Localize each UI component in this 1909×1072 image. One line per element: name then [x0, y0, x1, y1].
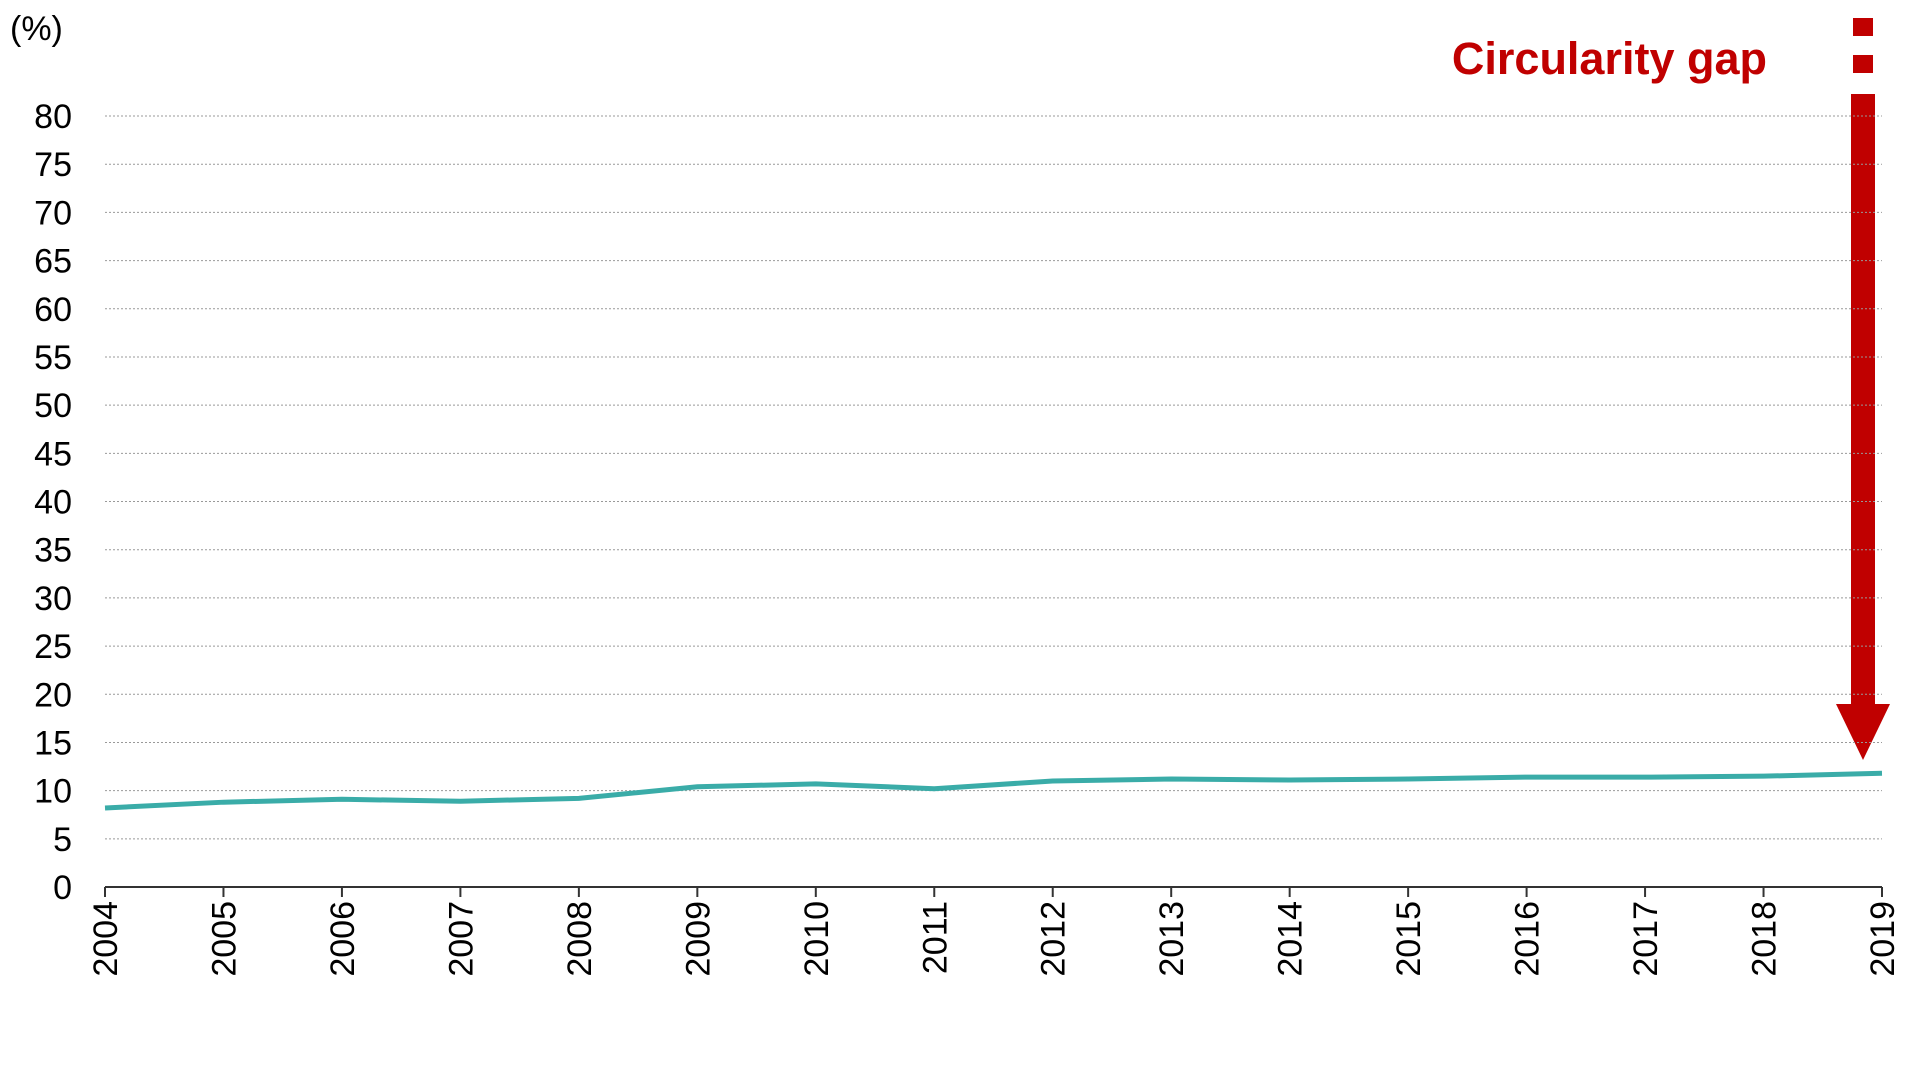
x-tick-label: 2016: [1509, 901, 1547, 977]
y-tick-label: 20: [34, 676, 72, 714]
x-tick-label: 2019: [1864, 901, 1902, 977]
y-tick-label: 5: [53, 821, 72, 859]
x-tick-label: 2015: [1390, 901, 1428, 977]
y-tick-label: 45: [34, 435, 72, 473]
y-tick-label: 40: [34, 484, 72, 522]
y-tick-label: 35: [34, 532, 72, 570]
y-tick-label: 65: [34, 243, 72, 281]
x-tick-label: 2009: [679, 901, 717, 977]
x-tick-label: 2013: [1153, 901, 1191, 977]
x-tick-label: 2018: [1746, 901, 1784, 977]
arrow: [1836, 18, 1890, 760]
line-series: [104, 770, 1883, 811]
y-axis-label: (%): [10, 10, 63, 48]
y-tick-label: 60: [34, 291, 72, 329]
y-tick-label: 50: [34, 387, 72, 425]
x-tick-label: 2005: [205, 901, 243, 977]
x-tick-label: 2007: [442, 901, 480, 977]
x-tick-label: 2004: [87, 901, 125, 977]
y-tick-label: 30: [34, 580, 72, 618]
y-tick-label: 25: [34, 628, 72, 666]
x-tick-label: 2014: [1272, 901, 1310, 977]
x-tick-label: 2010: [798, 901, 836, 977]
y-tick-label: 10: [34, 773, 72, 811]
x-tick-label: 2011: [916, 901, 954, 974]
annotation: Circularity gap: [1452, 33, 1767, 84]
y-tick-label: 0: [53, 869, 72, 907]
x-tick-label: 2017: [1627, 901, 1665, 977]
x-tick-label: 2012: [1035, 901, 1073, 977]
x-tick-label: 2006: [324, 901, 362, 977]
x-tick-label: 2008: [561, 901, 599, 977]
y-tick-label: 70: [34, 194, 72, 232]
y-tick-label: 15: [34, 724, 72, 762]
y-tick-label: 80: [34, 98, 72, 136]
y-tick-label: 55: [34, 339, 72, 377]
y-tick-label: 75: [34, 146, 72, 184]
